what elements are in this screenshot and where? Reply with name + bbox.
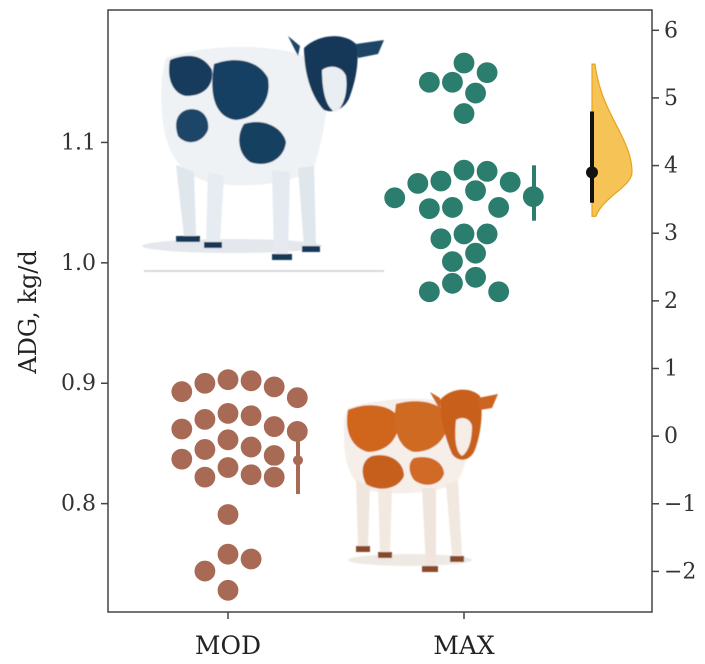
mod-data-point [216,401,240,425]
right-tick-label: 0 [664,424,678,449]
mod-data-point [262,443,286,468]
left-tick-label: 0.9 [61,371,96,396]
x-tick-label: MOD [195,631,261,660]
mod-data-point [216,368,240,392]
mod-data-point [262,465,286,489]
right-y-axis: −2 −1 0 1 2 3 4 5 6 [652,18,696,584]
right-tick-label: 1 [664,356,678,381]
x-tick-label: MAX [433,631,495,660]
mod-data-point [216,578,240,602]
mod-data-point [239,547,263,571]
mod-data-point [239,369,263,393]
y-axis-title: ADG, kg/d [14,250,42,375]
mod-data-point [216,502,240,527]
max-data-point [406,171,430,195]
max-data-point [429,227,453,251]
max-data-point [417,197,441,221]
mod-data-point [285,386,309,410]
mod-data-point [239,404,263,428]
mod-data-point [193,371,217,395]
holstein-cow-picture [142,36,384,272]
max-data-point [475,222,499,246]
mod-data-point [193,407,217,431]
max-data-point [463,81,488,105]
mod-data-point [170,380,194,404]
max-data-point [452,222,476,246]
max-data-point [440,250,465,274]
plot-frame [107,9,653,613]
difference-estimate-point [586,166,598,179]
max-data-point [452,101,476,126]
mod-data-point [262,375,286,399]
mod-data-point [170,447,194,471]
mod-data-point [193,437,217,462]
right-tick-label: 5 [664,86,678,111]
mod-mean-point [293,455,303,466]
max-data-point [440,195,465,220]
left-tick-label: 1.1 [61,130,96,155]
right-tick-label: 3 [664,221,678,246]
max-mean-point [529,188,539,199]
max-data-point [475,61,499,85]
mod-data-point [216,455,240,480]
mod-data-point [193,465,217,489]
max-data-point [487,280,511,304]
max-data-point [452,158,476,182]
max-data-point [429,169,453,193]
difference-distribution [591,63,633,217]
swarm-points [170,51,545,602]
left-y-axis: 0.8 0.9 1.0 1.1 [61,130,108,517]
max-data-point [417,70,441,94]
max-data-point [498,170,522,194]
mod-data-point [239,463,263,487]
right-tick-label: 6 [664,18,678,43]
max-data-point [417,280,441,304]
right-tick-label: 2 [664,289,678,314]
right-tick-label: −1 [664,492,696,517]
max-data-point [440,70,465,94]
max-data-point [383,186,407,210]
right-tick-label: −2 [664,559,696,584]
max-data-point [487,195,511,220]
right-tick-label: 4 [664,154,678,179]
max-data-point [440,271,465,295]
left-tick-label: 1.0 [61,251,96,276]
group-summaries [293,165,539,495]
mod-data-point [216,428,240,452]
max-data-point [452,51,476,75]
max-data-point [463,179,488,203]
left-tick-label: 0.8 [61,492,96,517]
x-axis: MOD MAX [195,612,495,660]
hereford-calf-picture [344,389,498,572]
max-data-point [463,265,488,289]
mean-difference [586,63,633,217]
mod-data-point [262,414,286,439]
max-data-point [475,159,499,183]
mod-data-point [239,435,263,459]
max-data-point [463,241,488,265]
mod-data-point [170,417,194,441]
mod-data-point [216,542,240,566]
mod-data-point [193,559,217,583]
